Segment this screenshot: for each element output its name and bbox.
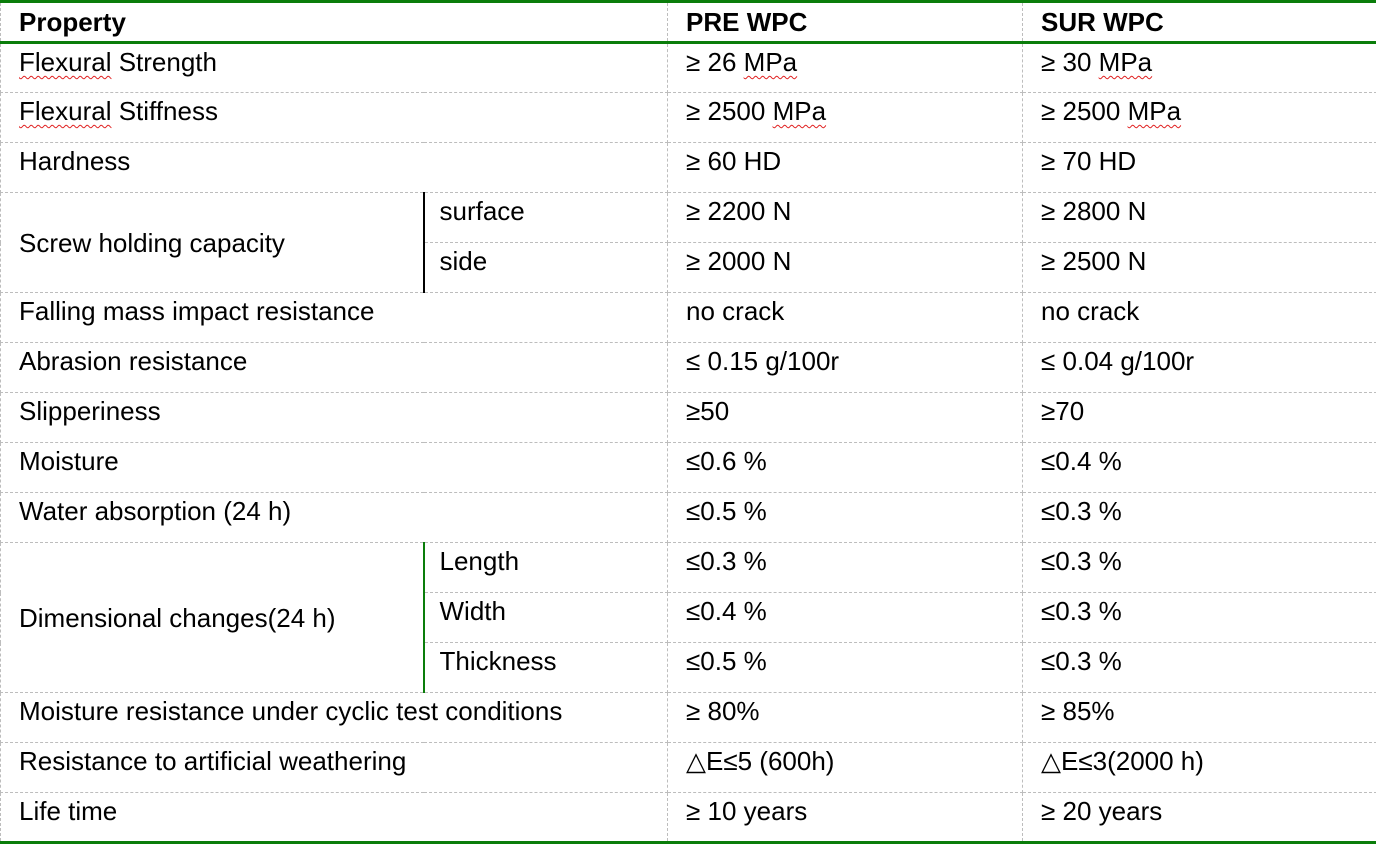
- unit-text: MPa: [1098, 47, 1153, 77]
- table-row: Life time ≥ 10 years ≥ 20 years: [0, 792, 1376, 843]
- header-sur-wpc: SUR WPC: [1022, 1, 1376, 44]
- pre-value: ≤0.5 %: [667, 642, 1024, 693]
- sur-value: ≥ 30 MPa: [1022, 42, 1376, 93]
- sur-value: ≤0.3 %: [1022, 492, 1376, 543]
- property-label: Water absorption (24 h): [0, 492, 669, 543]
- pre-value: ≥ 2200 N: [667, 192, 1024, 243]
- spellcheck-word: Flexural: [19, 47, 112, 77]
- pre-value: ≥ 2500 MPa: [667, 92, 1024, 143]
- table-row: Slipperiness ≥50 ≥70: [0, 392, 1376, 443]
- sub-property-label: Length: [422, 542, 669, 593]
- table-row: side ≥ 2000 N ≥ 2500 N: [1, 242, 1376, 293]
- header-pre-wpc: PRE WPC: [667, 1, 1024, 44]
- table-row: Hardness ≥ 60 HD ≥ 70 HD: [0, 142, 1376, 193]
- property-label: Abrasion resistance: [0, 342, 669, 393]
- sub-property-label: side: [422, 242, 669, 293]
- pre-value: ≥ 2000 N: [667, 242, 1024, 293]
- header-property: Property: [0, 1, 669, 44]
- table-row: Falling mass impact resistance no crack …: [0, 292, 1376, 343]
- unit-text: MPa: [772, 96, 827, 126]
- sur-value: ≥ 2800 N: [1022, 192, 1376, 243]
- sur-value: ≥70: [1022, 392, 1376, 443]
- table-row: Moisture ≤0.6 % ≤0.4 %: [0, 442, 1376, 493]
- pre-value: ≥ 10 years: [667, 792, 1024, 843]
- table-row: Dimensional changes(24 h) Length ≤0.3 % …: [0, 542, 1376, 693]
- property-label: Hardness: [0, 142, 669, 193]
- value-text: ≥ 2500: [1041, 96, 1128, 126]
- properties-table: Property PRE WPC SUR WPC Flexural Streng…: [0, 0, 1376, 844]
- pre-value: ≥ 26 MPa: [667, 42, 1024, 93]
- property-label: Moisture resistance under cyclic test co…: [0, 692, 669, 743]
- table-row: Flexural Strength ≥ 26 MPa ≥ 30 MPa: [0, 42, 1376, 93]
- property-label: Slipperiness: [0, 392, 669, 443]
- property-label: Flexural Stiffness: [0, 92, 669, 143]
- label-text: Stiffness: [111, 96, 218, 126]
- pre-value: ≤ 0.15 g/100r: [667, 342, 1024, 393]
- table-row: Water absorption (24 h) ≤0.5 % ≤0.3 %: [0, 492, 1376, 543]
- property-label: Screw holding capacity: [0, 192, 424, 293]
- label-text: Strength: [111, 47, 217, 77]
- pre-value: △E≤5 (600h): [667, 742, 1024, 793]
- pre-value: ≥ 80%: [667, 692, 1024, 743]
- sur-value: △E≤3(2000 h): [1022, 742, 1376, 793]
- sub-property-label: Thickness: [422, 642, 669, 693]
- table-row: Flexural Stiffness ≥ 2500 MPa ≥ 2500 MPa: [0, 92, 1376, 143]
- sur-value: ≤0.3 %: [1022, 592, 1376, 643]
- unit-text: MPa: [743, 47, 798, 77]
- table-row: Resistance to artificial weathering △E≤5…: [0, 742, 1376, 793]
- sur-value: ≥ 2500 MPa: [1022, 92, 1376, 143]
- table-row: Thickness ≤0.5 % ≤0.3 %: [1, 642, 1376, 693]
- sur-value: ≥ 2500 N: [1022, 242, 1376, 293]
- table-row: Abrasion resistance ≤ 0.15 g/100r ≤ 0.04…: [0, 342, 1376, 393]
- property-label: Resistance to artificial weathering: [0, 742, 669, 793]
- sur-value: ≥ 85%: [1022, 692, 1376, 743]
- unit-text: MPa: [1127, 96, 1182, 126]
- pre-value: no crack: [667, 292, 1024, 343]
- sur-value: ≤0.3 %: [1022, 642, 1376, 693]
- sur-value: ≤ 0.04 g/100r: [1022, 342, 1376, 393]
- table-row: Moisture resistance under cyclic test co…: [0, 692, 1376, 743]
- pre-value: ≤0.3 %: [667, 542, 1024, 593]
- pre-value: ≥50: [667, 392, 1024, 443]
- property-label: Dimensional changes(24 h): [0, 542, 424, 693]
- sur-value: ≤0.4 %: [1022, 442, 1376, 493]
- pre-value: ≤0.4 %: [667, 592, 1024, 643]
- pre-value: ≤0.6 %: [667, 442, 1024, 493]
- property-label: Falling mass impact resistance: [0, 292, 669, 343]
- pre-value: ≥ 60 HD: [667, 142, 1024, 193]
- sub-property-label: surface: [422, 192, 669, 243]
- property-label: Moisture: [0, 442, 669, 493]
- value-text: ≥ 2500: [686, 96, 773, 126]
- property-label: Life time: [0, 792, 669, 843]
- pre-value: ≤0.5 %: [667, 492, 1024, 543]
- value-text: ≥ 30: [1041, 47, 1099, 77]
- value-text: ≥ 26: [686, 47, 744, 77]
- sur-value: ≥ 70 HD: [1022, 142, 1376, 193]
- sur-value: ≤0.3 %: [1022, 542, 1376, 593]
- spellcheck-word: Flexural: [19, 96, 112, 126]
- header-row: Property PRE WPC SUR WPC: [0, 1, 1376, 44]
- property-label: Flexural Strength: [0, 42, 669, 93]
- table-row: Screw holding capacity surface ≥ 2200 N …: [0, 192, 1376, 293]
- sur-value: ≥ 20 years: [1022, 792, 1376, 843]
- sub-property-label: Width: [422, 592, 669, 643]
- sur-value: no crack: [1022, 292, 1376, 343]
